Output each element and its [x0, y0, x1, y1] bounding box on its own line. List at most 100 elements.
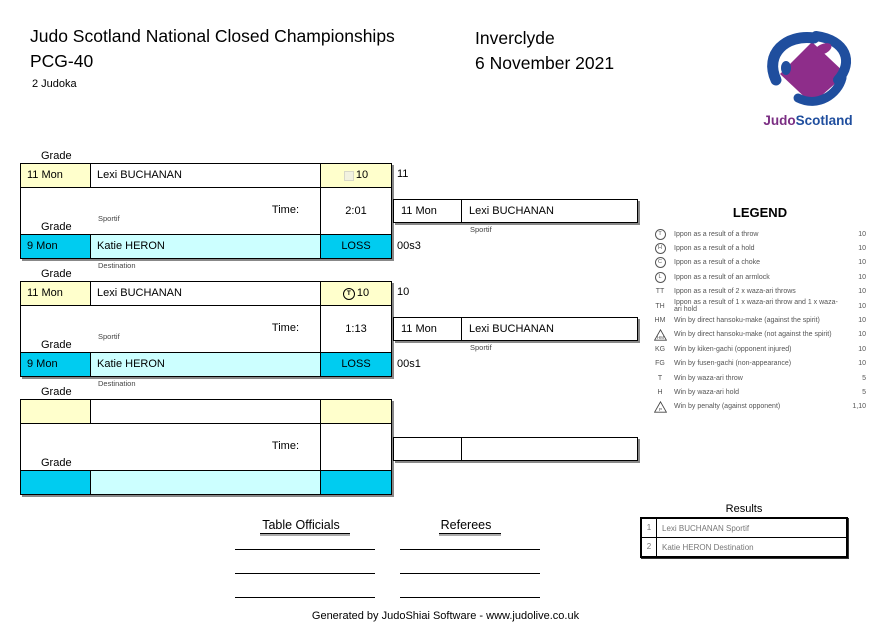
ippon-throw-icon: T [648, 228, 672, 240]
competitor-name [91, 400, 320, 423]
legend-row: T Ippon as a result of a throw 10 [648, 227, 872, 241]
page-title: Judo Scotland National Closed Championsh… [30, 24, 395, 74]
signature-line [400, 549, 540, 550]
time-label: Time: [271, 322, 299, 334]
svg-text:HM: HM [657, 335, 664, 340]
signature-line [400, 573, 540, 574]
result-note: 10 [397, 286, 410, 298]
legend-title: LEGEND [732, 205, 788, 220]
svg-text:P: P [659, 407, 662, 412]
winner-grade: 11 Mon [394, 318, 462, 340]
time-label: Time: [271, 440, 299, 452]
legend-row: FG Win by fusen-gachi (non-appearance) 1… [648, 357, 872, 371]
match-time: 1:13 [320, 306, 391, 352]
competitor-grade: 11 Mon [21, 282, 91, 305]
winner-name [462, 438, 637, 460]
winner-club: Sportif [470, 343, 492, 352]
competitor-name: Katie HERON [91, 353, 320, 376]
grade-label: Grade [41, 339, 72, 351]
judoka-count: 2 Judoka [32, 78, 77, 90]
ippon-hold-icon: H [648, 243, 672, 255]
club-name: Destination [98, 379, 136, 388]
club-name: Sportif [98, 214, 120, 223]
code-fg: FG [655, 360, 665, 368]
competition-title: Judo Scotland National Closed Championsh… [30, 26, 395, 46]
legend-row: H Ippon as a result of a hold 10 [648, 241, 872, 255]
score-cell: 10 [320, 164, 391, 187]
code-kg: KG [654, 345, 666, 353]
grade-label: Grade [41, 268, 72, 280]
table-officials-heading: Table Officials [235, 518, 375, 534]
winner-box-3 [393, 437, 638, 461]
code-t: T [657, 374, 663, 382]
score-cell [320, 471, 391, 494]
result-competitor: Katie HERON Destination [662, 542, 754, 552]
footer-text: Generated by JudoShiai Software - www.ju… [311, 610, 580, 622]
result-note: 11 [397, 168, 409, 180]
bracket-match-1: Grade Grade 11 Mon Lexi BUCHANAN 10 Spor… [20, 150, 392, 270]
competitor-name [91, 471, 320, 494]
winner-grade [394, 438, 462, 460]
competitor-grade: 9 Mon [21, 235, 91, 258]
results-box: 1 Lexi BUCHANAN Sportif 2 Katie HERON De… [640, 517, 848, 558]
legend-row: TT Ippon as a result of 2 x waza-ari thr… [648, 285, 872, 299]
winner-name: Lexi BUCHANAN [469, 323, 554, 335]
score-cell: LOSS [320, 353, 391, 376]
winner-box-2: 11 Mon Lexi BUCHANAN [393, 317, 638, 341]
result-row: 2 Katie HERON Destination [642, 537, 846, 556]
legend-row: TH Ippon as a result of 1 x waza-ari thr… [648, 299, 872, 313]
score-cell [320, 400, 391, 423]
logo-word-scotland: Scotland [795, 113, 853, 128]
judoscotland-logo-icon [767, 31, 852, 106]
referees-heading: Referees [400, 518, 540, 534]
competitor-name: Katie HERON [91, 235, 320, 258]
result-row: 1 Lexi BUCHANAN Sportif [642, 519, 846, 537]
code-h: H [657, 388, 663, 396]
score-cell: LOSS [320, 235, 391, 258]
code-th: TH [655, 302, 665, 310]
grade-label: Grade [41, 221, 72, 233]
ippon-armlock-icon: L [648, 271, 672, 283]
club-name: Sportif [98, 332, 120, 341]
faded-score-icon [343, 170, 354, 181]
winner-club: Sportif [470, 225, 492, 234]
competitor-grade: 11 Mon [21, 164, 91, 187]
grade-label: Grade [41, 457, 72, 469]
triangle-penalty-icon: P [648, 400, 672, 413]
competitor-name: Lexi BUCHANAN [97, 169, 182, 181]
score-value: LOSS [341, 240, 371, 252]
category-title: PCG-40 [30, 51, 94, 71]
legend-row: HM Win by direct hansoku-make (not again… [648, 328, 872, 342]
judoscotland-logo-text: JudoScotland [752, 113, 864, 128]
score-cell: T 10 [320, 282, 391, 305]
event-info: Inverclyde 6 November 2021 [475, 26, 614, 76]
results-title: Results [725, 503, 763, 515]
signature-line [400, 597, 540, 598]
judoscotland-logo: JudoScotland [752, 28, 864, 128]
signature-line [235, 549, 375, 550]
code-tt: TT [655, 288, 665, 296]
competitor-grade [21, 400, 91, 423]
competitor-grade: 9 Mon [21, 353, 91, 376]
venue: Inverclyde [475, 28, 555, 48]
ippon-throw-icon: T [342, 287, 355, 300]
time-label: Time: [271, 204, 299, 216]
winner-box-1: 11 Mon Lexi BUCHANAN [393, 199, 638, 223]
legend: LEGEND T Ippon as a result of a throw 10… [648, 205, 872, 414]
winner-name: Lexi BUCHANAN [469, 205, 554, 217]
legend-row: P Win by penalty (against opponent) 1,10 [648, 400, 872, 414]
match-time [320, 424, 391, 470]
grade-label: Grade [41, 150, 72, 162]
signature-line [235, 597, 375, 598]
result-note: 00s1 [397, 358, 421, 370]
result-note: 00s3 [397, 240, 421, 252]
code-hm: HM [654, 317, 666, 325]
competitor-name: Lexi BUCHANAN [97, 287, 182, 299]
legend-row: C Ippon as a result of a choke 10 [648, 256, 872, 270]
competitor-grade [21, 471, 91, 494]
legend-row: T Win by waza-ari throw 5 [648, 371, 872, 385]
legend-row: H Win by waza-ari hold 5 [648, 385, 872, 399]
score-value: LOSS [341, 358, 371, 370]
ippon-choke-icon: C [648, 257, 672, 269]
